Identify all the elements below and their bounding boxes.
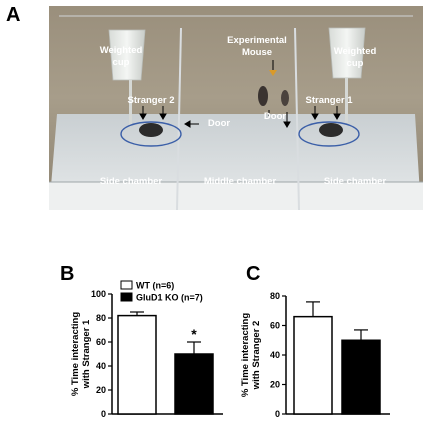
chart-c-ylabel-line: % Time interacting xyxy=(240,313,251,397)
arena-front-wall xyxy=(49,182,423,210)
chart-c-ytick-label: 40 xyxy=(270,350,280,360)
chart-c-ytick-label: 80 xyxy=(270,291,280,301)
annotation-arrows xyxy=(139,60,341,128)
chart-b-legend-label: GluD1 KO (n=7) xyxy=(136,293,203,303)
label-experimental-mouse-1: Experimental xyxy=(227,35,287,46)
weighted-cup-right xyxy=(328,27,366,126)
panel-label-c: C xyxy=(246,263,261,285)
label-side-chamber-left: Side chamber xyxy=(100,176,163,187)
label-stranger-2: Stranger 2 xyxy=(128,95,175,106)
chart-b-legend-label: WT (n=6) xyxy=(136,281,174,291)
chart-b-bar xyxy=(174,353,214,415)
three-chamber-apparatus-photo: Weighted cup Experimental Mouse Weighted… xyxy=(49,6,423,210)
chart-b-ytick-label: 0 xyxy=(101,409,106,419)
label-weighted-cup-left-1: Weighted xyxy=(100,45,143,56)
panel-label-a: A xyxy=(6,4,21,26)
right-partition xyxy=(294,27,300,210)
label-door-right: Door xyxy=(264,111,286,122)
cage-left xyxy=(120,121,182,147)
chart-b-legend-swatch xyxy=(120,292,133,302)
label-middle-chamber: Middle chamber xyxy=(204,176,277,187)
chart-b-ytick-label: 20 xyxy=(96,385,106,395)
chart-b-ylabel-line: % Time interacting xyxy=(70,312,81,396)
stranger-2-mouse xyxy=(139,123,163,137)
label-weighted-cup-left-2: cup xyxy=(113,57,130,68)
chart-b-ytick-label: 100 xyxy=(91,289,106,299)
label-experimental-mouse-2: Mouse xyxy=(242,47,272,58)
chart-b-ylabel-line: with Stranger 1 xyxy=(81,319,92,389)
chart-b-legend-swatch xyxy=(120,280,133,290)
stranger-1-mouse xyxy=(319,123,343,137)
experimental-mouse xyxy=(258,86,268,106)
cage-right xyxy=(298,121,360,147)
label-side-chamber-right: Side chamber xyxy=(324,176,387,187)
chart-c-ytick-label: 0 xyxy=(275,409,280,419)
chart-b-ytick-label: 80 xyxy=(96,313,106,323)
left-partition xyxy=(176,27,182,210)
chart-b-significance-marker: * xyxy=(191,326,197,342)
chart-b-bar xyxy=(117,314,157,415)
chart-c-ytick-label: 20 xyxy=(270,380,280,390)
chart-b-ytick-label: 60 xyxy=(96,337,106,347)
label-weighted-cup-right-2: cup xyxy=(347,58,364,69)
label-stranger-1: Stranger 1 xyxy=(306,95,354,106)
chart-b-ytick-label: 40 xyxy=(96,361,106,371)
label-door-left: Door xyxy=(208,118,230,129)
chart-c-ylabel-line: with Stranger 2 xyxy=(251,321,262,391)
chart-c-ytick-label: 60 xyxy=(270,321,280,331)
label-weighted-cup-right-1: Weighted xyxy=(334,46,377,57)
panel-label-b: B xyxy=(60,263,75,285)
weighted-cup-left xyxy=(108,29,146,126)
chart-c-bar xyxy=(293,315,333,415)
chart-c-bar xyxy=(341,339,381,415)
